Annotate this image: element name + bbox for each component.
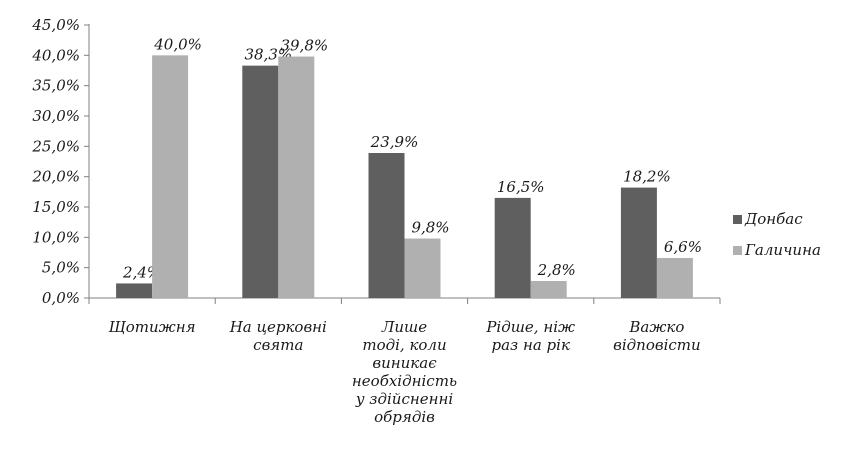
x-category-label: Лише тоді, коли виникає необхідність у здійс… bbox=[352, 318, 457, 426]
legend-label: Галичина bbox=[744, 241, 821, 259]
y-tick-label: 30,0% bbox=[32, 107, 80, 125]
x-category-label-line: На церковні bbox=[229, 318, 327, 336]
y-tick-label: 35,0% bbox=[32, 77, 80, 95]
x-category-label-line: Важко bbox=[628, 318, 684, 336]
legend-swatch bbox=[733, 246, 742, 255]
y-tick-label: 10,0% bbox=[32, 228, 80, 246]
x-category-label-line: Рідше, ніж bbox=[485, 318, 575, 336]
x-category-label: Важко відповісти bbox=[613, 318, 701, 354]
y-tick-label: 5,0% bbox=[42, 259, 80, 277]
bar-halychyna bbox=[404, 238, 441, 298]
bar-donbas bbox=[116, 283, 153, 298]
data-label: 2,8% bbox=[537, 261, 576, 279]
y-tick-label: 40,0% bbox=[31, 46, 80, 64]
x-category-label-line: у здійсненні bbox=[355, 390, 454, 408]
x-category-label: На церковні свята bbox=[229, 318, 327, 354]
x-category-label-line: свята bbox=[253, 336, 303, 354]
x-category-label-line: виникає bbox=[372, 354, 437, 372]
bar-halychyna bbox=[152, 55, 189, 299]
y-tick-label: 15,0% bbox=[32, 198, 80, 216]
data-label: 16,5% bbox=[497, 178, 545, 196]
x-category-label-line: необхідність bbox=[352, 372, 457, 390]
bar-donbas bbox=[242, 65, 279, 298]
x-category-label-line: Щотижня bbox=[109, 318, 196, 336]
x-category-label-line: обрядів bbox=[374, 408, 435, 426]
x-category-label: Щотижня bbox=[109, 318, 196, 336]
x-category-label-line: тоді, коли bbox=[362, 336, 446, 354]
x-category-label-line: відповісти bbox=[613, 336, 701, 354]
bar-donbas bbox=[368, 153, 405, 298]
y-tick-label: 45,0% bbox=[31, 16, 80, 34]
data-label: 23,9% bbox=[370, 133, 419, 151]
y-tick-label: 20,0% bbox=[31, 168, 80, 186]
x-category-label-line: раз на рік bbox=[491, 336, 569, 354]
y-tick-label: 25,0% bbox=[31, 137, 80, 155]
bar-halychyna bbox=[530, 281, 567, 298]
data-label: 6,6% bbox=[664, 238, 702, 256]
data-label: 39,8% bbox=[280, 37, 328, 55]
y-tick-label: 0,0% bbox=[42, 289, 80, 307]
bar-donbas bbox=[620, 187, 657, 298]
bar-donbas bbox=[494, 197, 531, 298]
data-label: 9,8% bbox=[411, 219, 449, 237]
data-label: 40,0% bbox=[153, 35, 202, 53]
x-category-label-line: Лише bbox=[381, 318, 427, 336]
data-label: 2,4% bbox=[122, 263, 161, 281]
bar-halychyna bbox=[656, 257, 693, 298]
legend-label: Донбас bbox=[744, 210, 803, 228]
data-label: 18,2% bbox=[623, 168, 671, 186]
x-category-label: Рідше, ніж раз на рік bbox=[485, 318, 575, 354]
legend-swatch bbox=[733, 215, 742, 224]
bar-halychyna bbox=[278, 56, 315, 299]
